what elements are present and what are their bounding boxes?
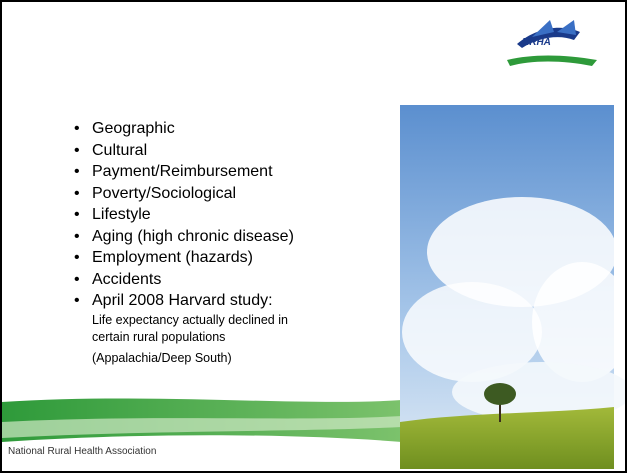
photo bbox=[400, 105, 625, 469]
bullet-item: Lifestyle bbox=[74, 204, 294, 226]
bullet-text: Lifestyle bbox=[92, 204, 294, 226]
logo-text: NRHA bbox=[522, 37, 551, 48]
bullet-item: Employment (hazards) bbox=[74, 247, 294, 269]
bullet-text: Payment/Reimbursement bbox=[92, 161, 294, 183]
bullet-text: Accidents bbox=[92, 269, 294, 291]
bullet-text: Employment (hazards) bbox=[92, 247, 294, 269]
bullet-item: Aging (high chronic disease) bbox=[74, 226, 294, 248]
bullet-item: Geographic bbox=[74, 118, 294, 140]
bullet-item: Payment/Reimbursement bbox=[74, 161, 294, 183]
logo-mark bbox=[507, 20, 597, 66]
bullet-item: Accidents bbox=[74, 269, 294, 291]
bullet-list: GeographicCulturalPayment/ReimbursementP… bbox=[74, 118, 294, 367]
bullet-text: Cultural bbox=[92, 140, 294, 162]
bullet-text: Aging (high chronic disease) bbox=[92, 226, 294, 248]
bullet-item: Poverty/Sociological bbox=[74, 183, 294, 205]
bullet-detail: (Appalachia/Deep South) bbox=[92, 350, 294, 367]
bullet-text: April 2008 Harvard study: bbox=[92, 290, 294, 312]
bullet-text: Geographic bbox=[92, 118, 294, 140]
bullet-text: Poverty/Sociological bbox=[92, 183, 294, 205]
bullet-item: April 2008 Harvard study:Life expectancy… bbox=[74, 290, 294, 367]
slide: NRHA GeographicCulturalPayment/Reimburse… bbox=[0, 0, 627, 473]
bullet-detail: certain rural populations bbox=[92, 329, 294, 346]
bullet-item: Cultural bbox=[74, 140, 294, 162]
bullet-detail: Life expectancy actually declined in bbox=[92, 312, 294, 329]
footer: National Rural Health Association bbox=[8, 446, 156, 457]
